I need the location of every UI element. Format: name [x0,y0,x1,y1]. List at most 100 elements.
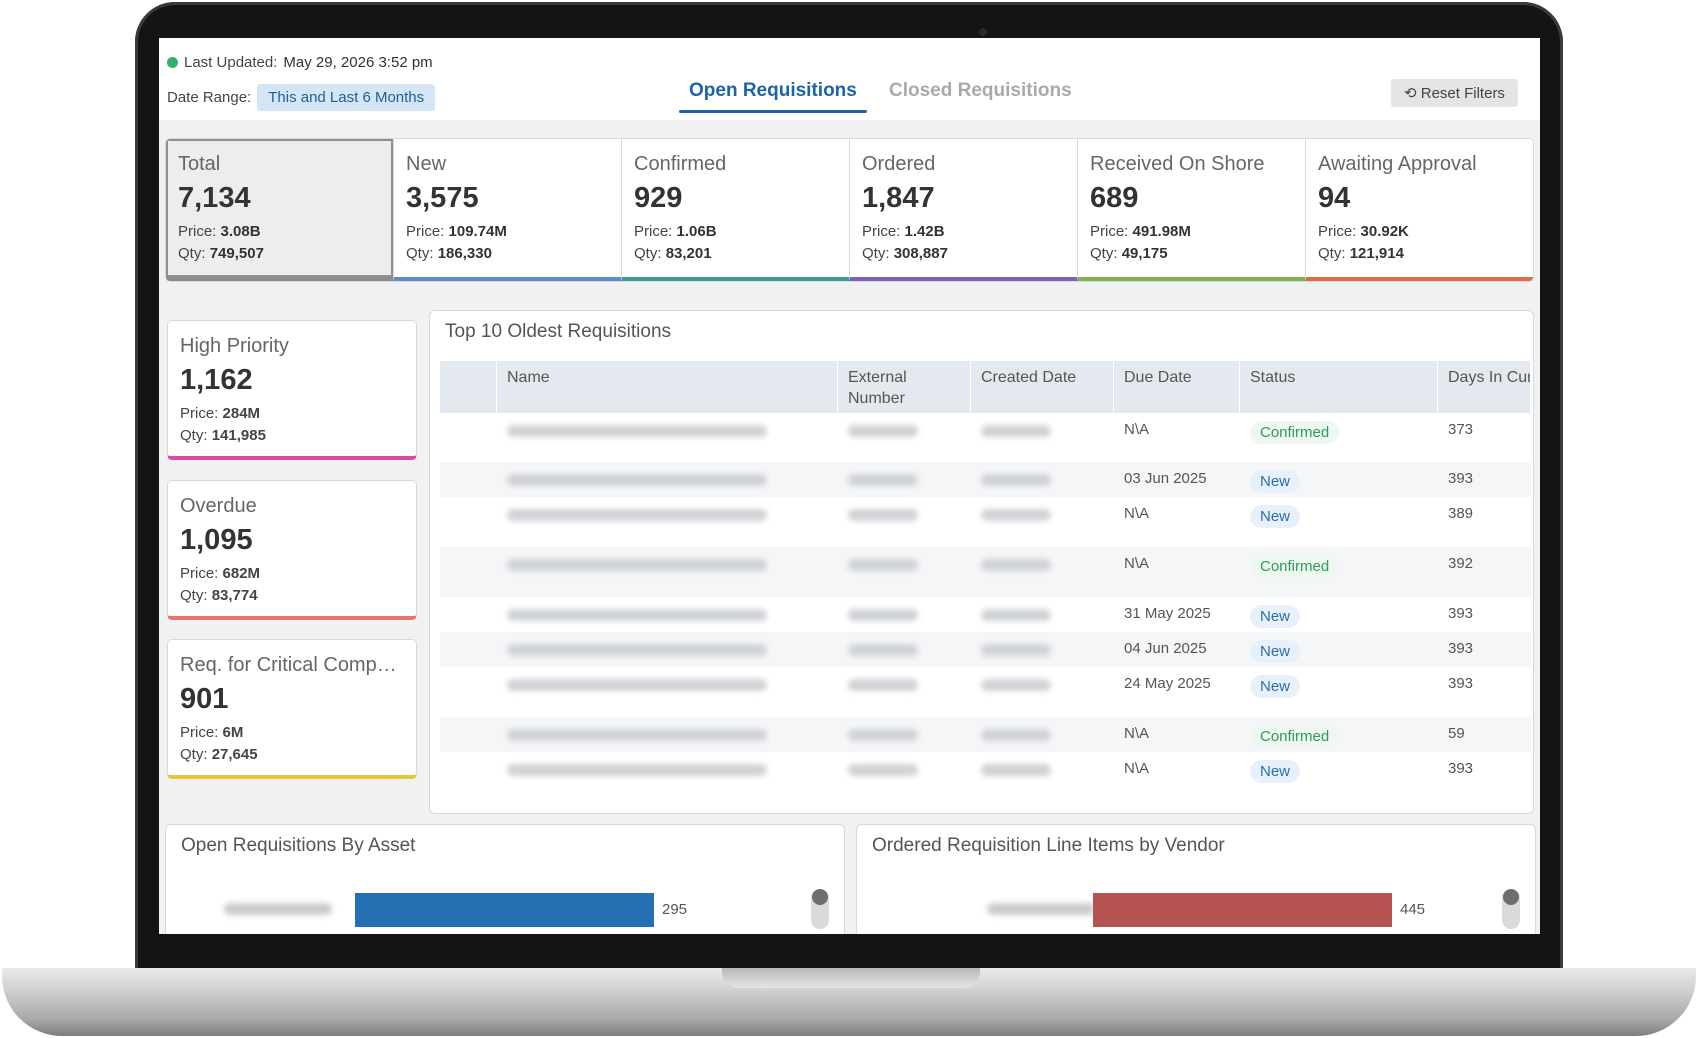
column-header-external-number[interactable]: External Number [838,361,971,413]
stat-label: Total [178,153,221,175]
days-in-status-cell: 373 [1448,421,1474,438]
table-row[interactable]: N\A New 389 [440,497,1531,547]
stat-card-confirmed[interactable]: Confirmed 929 Price: 1.06B Qty: 83,201 [622,139,850,281]
reset-filters-button[interactable]: ⟲ Reset Filters [1391,79,1518,107]
blurred-category-label [987,903,1095,915]
bar-value-label: 445 [1400,901,1426,918]
days-in-status-cell: 392 [1448,555,1474,572]
chart-scroll-handle[interactable] [811,889,829,929]
row-selector-cell [440,717,497,752]
column-header-created-date[interactable]: Created Date [971,361,1114,413]
row-selector-cell [440,667,497,717]
stat-price: 109.74M [448,223,507,240]
status-cell: New [1240,752,1438,787]
redacted-cell [838,547,971,597]
stat-details: Price: 3.08B Qty: 749,507 [178,223,264,262]
tab-open-requisitions[interactable]: Open Requisitions [679,80,867,113]
status-badge: New [1250,505,1301,528]
stat-qty: 121,914 [1349,245,1404,262]
due-date-cell: 04 Jun 2025 [1124,640,1207,657]
redacted-cell [497,413,838,462]
stat-value: 3,575 [406,182,479,214]
priority-details: Price: 682M Qty: 83,774 [180,565,261,604]
stat-details: Price: 109.74M Qty: 186,330 [406,223,507,262]
due-date-cell: N\A [1124,421,1150,438]
stat-value: 689 [1090,182,1139,214]
stat-card-ordered[interactable]: Ordered 1,847 Price: 1.42B Qty: 308,887 [850,139,1078,281]
column-header-days-in-status[interactable]: Days In Cur Status [1438,361,1531,413]
table-row[interactable]: 03 Jun 2025 New 393 [440,462,1531,497]
redacted-cell [497,462,838,497]
stat-card-new[interactable]: New 3,575 Price: 109.74M Qty: 186,330 [394,139,622,281]
redacted-cell [497,497,838,547]
reset-filters-label: Reset Filters [1420,85,1505,102]
table-row[interactable]: 24 May 2025 New 393 [440,667,1531,717]
redacted-cell [497,717,838,752]
stat-label: Ordered [862,153,936,175]
column-header [440,361,497,413]
chart-title: Open Requisitions By Asset [181,835,416,856]
chart-scroll-handle[interactable] [1502,889,1520,929]
column-header-name[interactable]: Name [497,361,838,413]
due-date-cell: 03 Jun 2025 [1124,470,1207,487]
stat-card-awaiting-approval[interactable]: Awaiting Approval 94 Price: 30.92K Qty: … [1306,139,1533,281]
priority-card-critical-components[interactable]: Req. for Critical Compo... 901 Price: 6M… [167,639,417,779]
stat-card-total[interactable]: Total 7,134 Price: 3.08B Qty: 749,507 [166,139,394,281]
status-cell: Confirmed [1240,717,1438,752]
redacted-cell [971,632,1114,667]
chart-bar[interactable] [355,893,654,927]
status-cell: New [1240,597,1438,632]
column-header-due-date[interactable]: Due Date [1114,361,1240,413]
status-cell: Confirmed [1240,547,1438,597]
stat-value: 7,134 [178,182,251,214]
column-header-status[interactable]: Status [1240,361,1438,413]
oldest-requisitions-table: Name External Number Created Date Due Da… [440,361,1531,811]
table-row[interactable]: 04 Jun 2025 New 393 [440,632,1531,667]
redacted-cell [838,497,971,547]
stat-qty: 749,507 [209,245,264,262]
table-row[interactable]: 31 May 2025 New 393 [440,597,1531,632]
table-row[interactable]: N\A Confirmed 59 [440,717,1531,752]
days-in-status-cell: 393 [1448,470,1474,487]
status-cell: New [1240,667,1438,717]
priority-card-overdue[interactable]: Overdue 1,095 Price: 682M Qty: 83,774 [167,480,417,620]
camera-dot [979,28,987,36]
chart-ordered-line-items-by-vendor: Ordered Requisition Line Items by Vendor… [856,824,1536,934]
tab-closed-requisitions[interactable]: Closed Requisitions [889,80,1072,102]
days-in-status-cell: 389 [1448,505,1474,522]
days-in-status-cell: 59 [1448,725,1465,742]
stat-qty: 83,201 [665,245,712,262]
priority-price: 284M [222,405,261,422]
priority-qty: 27,645 [211,746,258,763]
priority-details: Price: 284M Qty: 141,985 [180,405,266,444]
stat-qty: 49,175 [1121,245,1168,262]
days-in-status-cell: 393 [1448,640,1474,657]
status-badge: New [1250,675,1301,698]
table-body: N\A Confirmed 373 03 Jun 2025 New 393 N\A New 38… [440,413,1531,787]
redacted-cell [971,497,1114,547]
redacted-cell [497,667,838,717]
table-row[interactable]: N\A New 393 [440,752,1531,787]
chart-bar[interactable] [1093,893,1392,927]
date-range-chip[interactable]: This and Last 6 Months [257,84,436,111]
due-date-cell: N\A [1124,505,1150,522]
priority-card-high-priority[interactable]: High Priority 1,162 Price: 284M Qty: 141… [167,320,417,460]
days-in-status-cell: 393 [1448,605,1474,622]
tab-closed-label: Closed Requisitions [889,80,1072,101]
redacted-cell [971,717,1114,752]
stat-value: 929 [634,182,683,214]
table-row[interactable]: N\A Confirmed 392 [440,547,1531,597]
last-updated-value: May 29, 2026 3:52 pm [283,54,433,71]
row-selector-cell [440,462,497,497]
status-cell: New [1240,497,1438,547]
table-row[interactable]: N\A Confirmed 373 [440,413,1531,462]
row-selector-cell [440,752,497,787]
redacted-cell [497,752,838,787]
laptop-notch [722,968,980,988]
status-cell: Confirmed [1240,413,1438,462]
row-selector-cell [440,413,497,462]
due-date-cell: N\A [1124,555,1150,572]
stat-card-received-on-shore[interactable]: Received On Shore 689 Price: 491.98M Qty… [1078,139,1306,281]
stat-value: 1,847 [862,182,935,214]
due-date-cell: 24 May 2025 [1124,675,1211,692]
